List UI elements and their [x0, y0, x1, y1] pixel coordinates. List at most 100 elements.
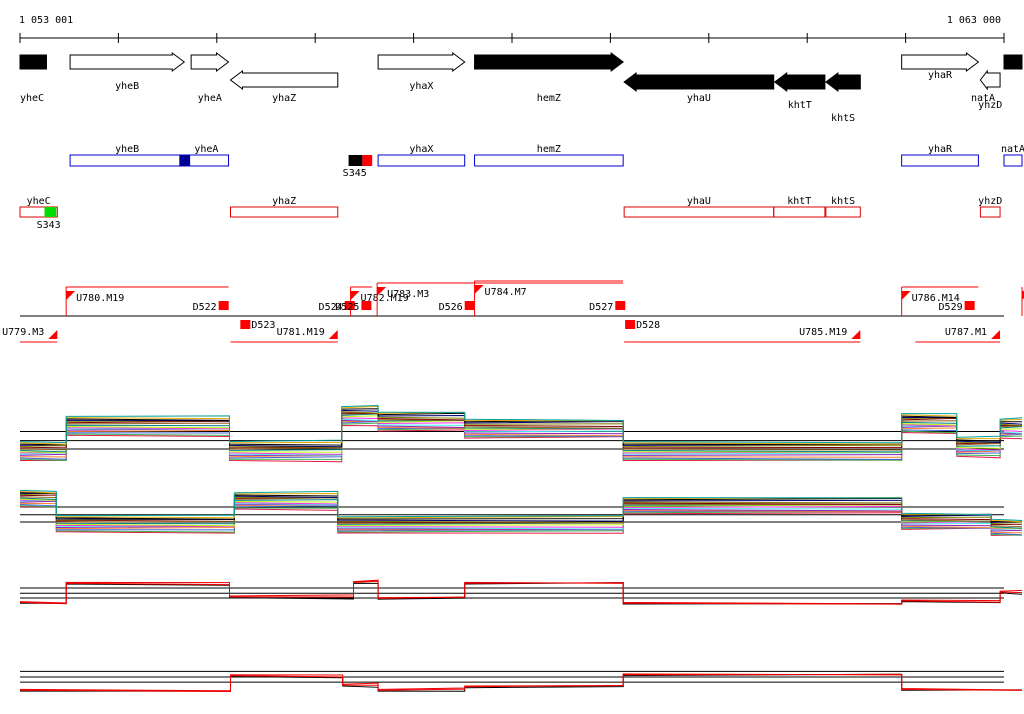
expression-profile-line	[19, 579, 1023, 605]
gene-label: yhaX	[409, 81, 433, 92]
terminator-mark	[240, 320, 251, 329]
forward-feature-label: yhaR	[928, 144, 953, 155]
transcript-label: U782.M19	[361, 293, 409, 304]
terminator-mark	[218, 301, 229, 310]
transcript-label: U780.M19	[76, 293, 124, 304]
terminator-mark	[361, 301, 372, 310]
forward-feature-mark	[179, 155, 191, 166]
expression-profile-line	[19, 673, 1023, 692]
promoter-flag	[851, 330, 861, 339]
forward-feature-label: natA	[1001, 144, 1024, 155]
reverse-feature-label: yheC	[27, 196, 51, 207]
gene-label: yhaR	[928, 70, 953, 81]
gene-annotation-track: yheC yheB yheA yhaZ yhaX hemZ yhaU khtT khtS yhaR…	[19, 52, 1023, 124]
reverse-feature-box	[773, 206, 826, 218]
transcript-label: U784.M7	[485, 287, 527, 298]
terminator-label: D526	[439, 302, 463, 313]
gene-arrow	[377, 52, 466, 72]
forward-feature-track: yheB yheA yhaX hemZ yhaR natA S345	[69, 144, 1024, 179]
reverse-feature-label: yhaU	[687, 196, 711, 207]
ruler-ticks	[19, 33, 1005, 43]
forward-feature-mark	[348, 155, 363, 166]
promoter-flag	[328, 330, 338, 339]
terminator-mark	[464, 301, 475, 310]
gene-label: yheA	[198, 93, 222, 104]
expression-profile-line	[19, 499, 1023, 531]
transcript-label: U783.M3	[387, 289, 429, 300]
gene-arrow	[979, 69, 1001, 91]
expression-profile-line	[19, 498, 1023, 529]
gene-label: yhaU	[687, 93, 711, 104]
terminator-label: D524	[319, 302, 343, 313]
gene-label: yhaZ	[272, 93, 296, 104]
promoter-flag	[901, 291, 911, 300]
forward-feature-box	[377, 154, 466, 167]
expression-profile-line	[19, 404, 1023, 444]
forward-feature-box	[1003, 154, 1023, 167]
gene-arrow	[1003, 54, 1023, 70]
transcript-label: U787.M1	[945, 327, 987, 338]
gene-arrow	[19, 54, 47, 70]
transcript-label: U786.M14	[912, 293, 960, 304]
gene-arrow	[229, 70, 339, 90]
reverse-feature-box	[19, 206, 58, 218]
expression-profile-line	[19, 489, 1023, 521]
reverse-feature-label: khtS	[831, 196, 855, 207]
forward-feature-label: hemZ	[537, 144, 561, 155]
gene-arrow	[190, 52, 230, 72]
gene-label: yheC	[20, 93, 44, 104]
forward-feature-box	[183, 154, 230, 167]
gene-arrow	[623, 72, 775, 92]
gene-label: khtS	[831, 113, 855, 124]
expression-profile-track	[19, 404, 1023, 693]
promoter-flag	[991, 330, 1001, 339]
gene-arrow	[773, 72, 826, 92]
promoter-flag	[377, 287, 387, 296]
expression-profile-line	[19, 500, 1023, 532]
reverse-feature-mark	[44, 207, 57, 217]
reverse-feature-box	[979, 206, 1001, 218]
gene-label: yheB	[115, 81, 139, 92]
promoter-flag	[474, 285, 484, 294]
promoter-flag	[350, 291, 360, 300]
transcript-label: U785.M19	[799, 327, 847, 338]
terminator-label: D528	[636, 320, 660, 331]
terminator-mark	[625, 320, 636, 329]
terminator-label: D525	[335, 302, 359, 313]
reverse-feature-label: yhzD	[978, 196, 1002, 207]
forward-feature-box	[69, 154, 185, 167]
reverse-feature-box	[229, 206, 339, 218]
forward-feature-box	[901, 154, 979, 167]
transcript-label: U781.M19	[277, 327, 325, 338]
terminator-label: D527	[589, 302, 613, 313]
forward-feature-label: yheA	[194, 144, 218, 155]
reverse-feature-track: yheC yhaZ yhaU khtT khtS yhzD S343	[19, 196, 1002, 231]
terminator-label: D529	[939, 302, 963, 313]
expression-profile-line	[19, 492, 1023, 524]
forward-feature-mark	[362, 155, 373, 166]
gene-label: natA	[971, 93, 995, 104]
gene-label: hemZ	[537, 93, 561, 104]
gene-arrow	[69, 52, 186, 72]
gene-label: yhzD	[978, 100, 1002, 111]
forward-feature-label: yheB	[115, 144, 139, 155]
terminator-mark	[964, 301, 975, 310]
expression-profile-line	[19, 504, 1023, 536]
forward-feature-box	[474, 154, 624, 167]
reverse-site-label: S343	[37, 220, 61, 231]
transcript-label: U779.M3	[2, 327, 44, 338]
expression-profile-line	[19, 492, 1023, 525]
reverse-feature-box	[825, 206, 861, 218]
gene-arrow	[825, 72, 861, 92]
reverse-feature-label: yhaZ	[272, 196, 296, 207]
promoter-flag	[66, 291, 76, 300]
terminator-mark	[615, 301, 626, 310]
terminator-label: D523	[251, 320, 275, 331]
terminator-label: D522	[193, 302, 217, 313]
expression-profile-line	[19, 494, 1023, 526]
terminator-mark	[344, 301, 355, 310]
gene-arrow	[901, 52, 980, 72]
